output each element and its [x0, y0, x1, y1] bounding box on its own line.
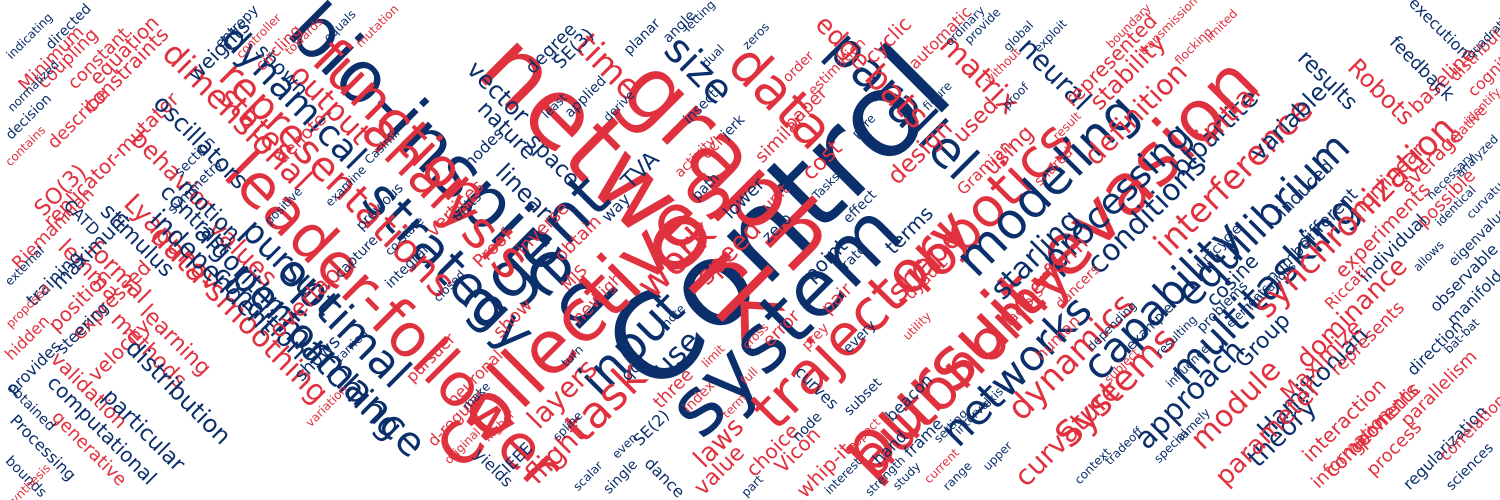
- word: tradeoff: [1102, 424, 1146, 468]
- word: single: [600, 456, 642, 498]
- word: letting: [680, 0, 718, 35]
- word: allows: [1410, 237, 1447, 275]
- word: planar: [620, 15, 664, 59]
- word: dance: [640, 453, 689, 500]
- word: even: [609, 430, 641, 462]
- word: part: [738, 472, 766, 500]
- word: scalar: [570, 458, 606, 494]
- word: describe: [43, 84, 113, 154]
